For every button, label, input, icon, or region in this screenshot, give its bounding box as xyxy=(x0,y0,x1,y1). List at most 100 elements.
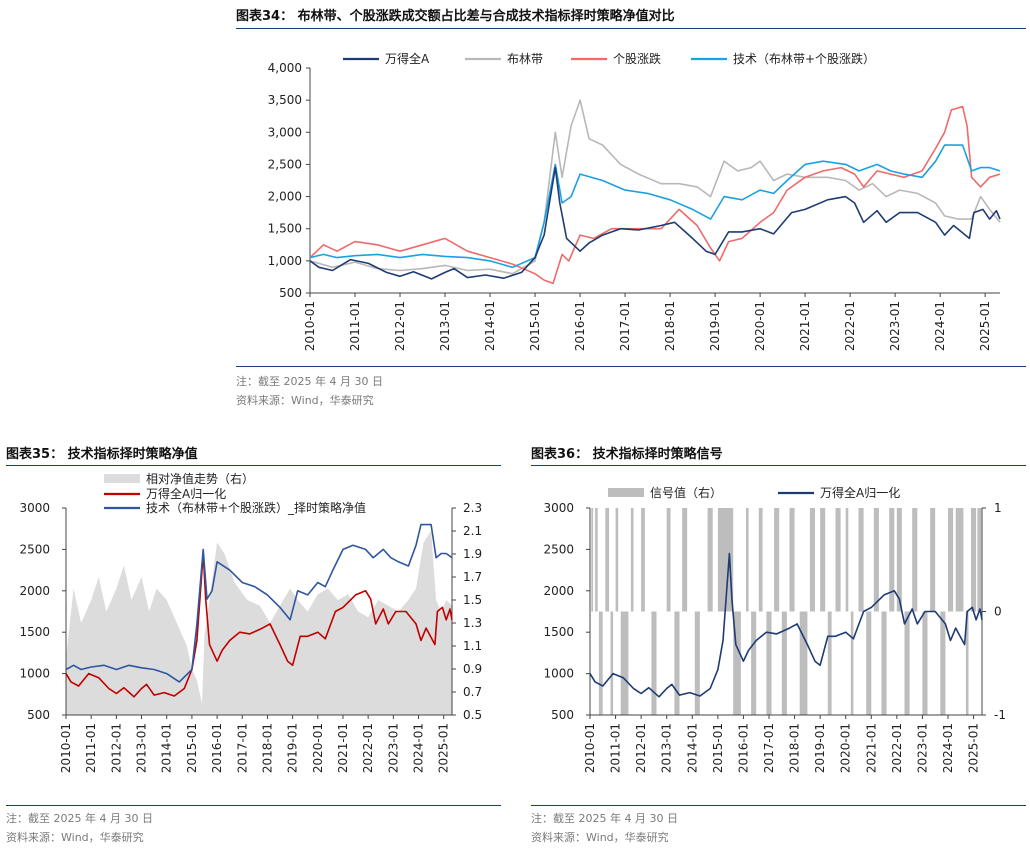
fig35-y-tick-label-left: 2000 xyxy=(19,584,50,598)
fig34-y-tick-label: 4,000 xyxy=(268,61,302,75)
fig35-y-tick-label-right: 0.5 xyxy=(463,708,482,722)
fig36-signal-bar xyxy=(598,611,603,715)
fig35-series-2 xyxy=(65,523,453,683)
fig36-signal-bar xyxy=(620,611,629,715)
fig34-y-tick-label: 3,000 xyxy=(268,125,302,139)
fig36-signal-bar xyxy=(733,611,741,715)
fig36-signal-bar xyxy=(977,508,982,612)
fig35-title-rule xyxy=(6,465,501,466)
fig36-signal-bar xyxy=(591,508,594,612)
fig36-signal-bar xyxy=(827,611,832,715)
fig34-series-1 xyxy=(309,99,1001,275)
fig34-x-tick-label: 2010-01 xyxy=(303,301,317,351)
fig34-legend-label: 技术（布林带+个股涨跌） xyxy=(733,51,875,66)
fig36-signal-bar xyxy=(971,508,977,612)
fig36-signal-bar xyxy=(605,508,610,612)
fig36-x-tick-label: 2011-01 xyxy=(609,723,623,773)
fig35-y-tick-label-left: 3000 xyxy=(19,501,50,515)
fig35-series-1 xyxy=(65,552,453,698)
fig35-x-tick-label: 2023-01 xyxy=(386,723,400,773)
fig36-series-wande xyxy=(589,552,983,698)
fig34-x-tick-label: 2014-01 xyxy=(483,301,497,351)
fig35-note: 注：截至 2025 年 4 月 30 日 xyxy=(6,812,153,825)
fig36-x-tick-label: 2013-01 xyxy=(660,723,674,773)
fig34-x-tick-label: 2025-01 xyxy=(978,301,992,351)
fig36-legend-swatch xyxy=(608,488,644,497)
fig36-signal-bar xyxy=(922,611,928,715)
fig36-x-tick-label: 2024-01 xyxy=(941,723,955,773)
fig36-y-tick-label-right: 1 xyxy=(994,501,1002,515)
fig36-signal-bar xyxy=(866,611,872,715)
fig34-x-tick-label: 2017-01 xyxy=(618,301,632,351)
fig36-y-tick-label-right: 0 xyxy=(994,605,1002,619)
fig36-signal-bar xyxy=(641,508,645,612)
fig34-source: 资料来源：Wind，华泰研究 xyxy=(236,394,374,407)
fig35-legend-swatch xyxy=(104,474,140,483)
fig36-signal-bar xyxy=(666,508,671,612)
fig36-y-tick-label-left: 500 xyxy=(551,708,574,722)
fig36-signal-bar xyxy=(751,611,757,715)
fig36-signal-bar xyxy=(809,508,815,612)
fig34-footer-rule xyxy=(236,366,1026,367)
fig35-legend-label: 相对净值走势（右） xyxy=(146,471,254,486)
fig35-x-tick-label: 2010-01 xyxy=(59,723,73,773)
fig36-signal-bar xyxy=(845,508,849,612)
fig35-y-tick-label-right: 1.7 xyxy=(463,570,482,584)
fig35-x-tick-label: 2018-01 xyxy=(260,723,274,773)
fig36-signal-bar xyxy=(595,508,598,612)
fig36-legend-label: 万得全A归一化 xyxy=(820,485,900,500)
fig34-series-0 xyxy=(309,166,1001,280)
fig35-y-tick-label-left: 1500 xyxy=(19,625,50,639)
fig35-y-tick-label-right: 1.9 xyxy=(463,547,482,561)
fig35-x-tick-label: 2013-01 xyxy=(135,723,149,773)
fig36-title: 图表36： 技术指标择时策略信号 xyxy=(531,447,723,462)
fig34-title: 图表34： 布林带、个股涨跌成交额占比差与合成技术指标择时策略净值对比 xyxy=(236,9,675,24)
fig36-x-tick-label: 2020-01 xyxy=(839,723,853,773)
fig34-y-tick-label: 2,000 xyxy=(268,190,302,204)
fig34-x-tick-label: 2012-01 xyxy=(393,301,407,351)
fig36-y-tick-label-left: 3000 xyxy=(543,501,574,515)
fig36-x-tick-label: 2014-01 xyxy=(685,723,699,773)
fig36-signal-bar xyxy=(766,611,772,715)
fig34-y-tick-label: 1,000 xyxy=(268,254,302,268)
fig35-footer-rule xyxy=(6,805,501,806)
fig35-y-tick-label-right: 1.3 xyxy=(463,616,482,630)
fig35-y-tick-label-left: 1000 xyxy=(19,667,50,681)
fig35-y-tick-label-right: 1.5 xyxy=(463,593,482,607)
fig34-x-tick-label: 2013-01 xyxy=(438,301,452,351)
fig36-signal-bar xyxy=(930,508,936,612)
fig36-signal-bar xyxy=(674,611,680,715)
fig36-signal-bar xyxy=(781,611,787,715)
fig36-signal-bar xyxy=(682,508,688,612)
fig35-x-tick-label: 2025-01 xyxy=(437,723,451,773)
fig36-signal-bar xyxy=(746,508,749,612)
fig34-title-rule xyxy=(236,28,1026,29)
fig35-x-tick-label: 2015-01 xyxy=(185,723,199,773)
fig36-signal-bar xyxy=(896,508,902,612)
fig34-x-tick-label: 2021-01 xyxy=(798,301,812,351)
fig36-legend-label: 信号值（右） xyxy=(650,485,722,500)
fig34-x-tick-label: 2023-01 xyxy=(888,301,902,351)
fig35-y-tick-label-right: 2.1 xyxy=(463,524,482,538)
fig34-x-tick-label: 2022-01 xyxy=(843,301,857,351)
fig34-y-tick-label: 500 xyxy=(279,286,302,300)
fig36-signal-bar xyxy=(850,611,854,715)
fig34-y-tick-label: 2,500 xyxy=(268,157,302,171)
fig35-legend-label: 万得全A归一化 xyxy=(146,486,226,501)
fig36-signal-bar xyxy=(912,508,918,612)
fig36-signal-bar xyxy=(940,611,946,715)
fig36-y-tick-label-left: 1500 xyxy=(543,625,574,639)
fig36-signal-bar xyxy=(904,611,910,715)
fig36-signal-bar xyxy=(758,508,763,612)
fig35-x-tick-label: 2017-01 xyxy=(235,723,249,773)
fig36-y-tick-label-right: -1 xyxy=(994,708,1006,722)
fig36-x-tick-label: 2015-01 xyxy=(711,723,725,773)
fig36-footer-rule xyxy=(531,805,1026,806)
fig35-y-tick-label-right: 0.9 xyxy=(463,662,482,676)
fig34-x-tick-label: 2024-01 xyxy=(933,301,947,351)
fig36-x-tick-label: 2025-01 xyxy=(967,723,981,773)
fig34-x-tick-label: 2019-01 xyxy=(708,301,722,351)
fig34-note: 注：截至 2025 年 4 月 30 日 xyxy=(236,375,383,388)
fig36-signal-bar xyxy=(889,508,895,612)
